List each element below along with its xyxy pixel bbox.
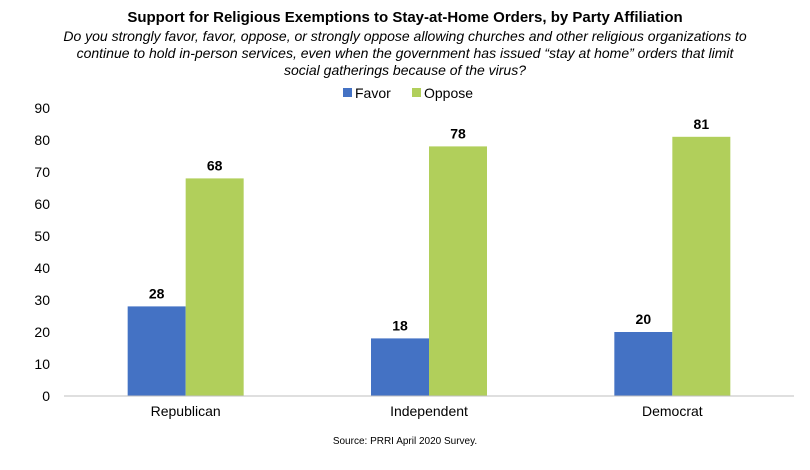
legend: Favor Oppose	[343, 85, 473, 101]
y-tick-label: 50	[34, 228, 50, 244]
y-axis: 0 10 20 30 40 50 60 70 80 90	[34, 100, 50, 404]
x-tick-label: Democrat	[642, 403, 703, 419]
data-label: 20	[636, 311, 652, 327]
data-label: 68	[207, 157, 223, 173]
chart-title: Support for Religious Exemptions to Stay…	[127, 9, 683, 26]
legend-swatch-oppose	[412, 88, 421, 97]
x-axis: Republican Independent Democrat	[64, 395, 794, 419]
y-tick-label: 90	[34, 100, 50, 116]
bar-favor-independent	[371, 338, 429, 396]
y-tick-label: 70	[34, 164, 50, 180]
source-note: Source: PRRI April 2020 Survey.	[332, 436, 478, 447]
bar-oppose-democrat	[672, 136, 731, 397]
data-label: 28	[149, 285, 165, 301]
x-tick-label: Republican	[151, 403, 221, 419]
data-label: 78	[450, 125, 466, 141]
y-tick-label: 10	[34, 356, 50, 372]
y-tick-label: 80	[34, 132, 50, 148]
y-tick-label: 20	[34, 324, 50, 340]
legend-label-favor: Favor	[355, 85, 391, 101]
chart-subtitle: Do you strongly favor, favor, oppose, or…	[63, 28, 747, 78]
bar-favor-republican	[127, 306, 186, 396]
y-tick-label: 30	[34, 292, 50, 308]
legend-swatch-favor	[343, 88, 352, 97]
bar-oppose-republican	[185, 178, 244, 396]
data-label: 81	[694, 116, 710, 132]
y-tick-label: 60	[34, 196, 50, 212]
legend-label-oppose: Oppose	[424, 85, 473, 101]
bar-oppose-independent	[429, 146, 487, 396]
y-tick-label: 40	[34, 260, 50, 276]
x-tick-label: Independent	[390, 403, 468, 419]
data-label: 18	[392, 317, 408, 333]
bar-favor-democrat	[614, 332, 673, 396]
bars: 28 68 18 78 20 81	[127, 116, 731, 397]
y-tick-label: 0	[42, 388, 50, 404]
